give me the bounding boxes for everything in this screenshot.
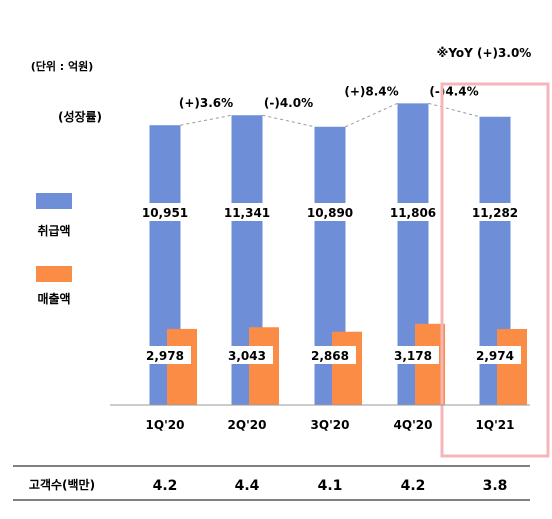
tick-label-3: 4Q'20	[394, 418, 433, 432]
legend-swatch-sales	[36, 266, 72, 282]
label-bg-sales-3	[387, 346, 439, 364]
bar-sales-1	[249, 327, 279, 405]
chart-marks: 10,951 2,978 1Q'20 4.2 11,341 3,043 2Q'20 4.4 10…	[137, 82, 550, 494]
value-label-handling-0: 10,951	[142, 206, 188, 220]
legend-label-handling: 취급액	[37, 223, 70, 238]
legend-label-sales: 매출액	[37, 291, 70, 306]
label-bg-handling-2	[302, 203, 358, 221]
unit-note: (단위 : 억원)	[31, 59, 94, 73]
growth-label-bg-3	[425, 83, 483, 100]
bar-sales-2	[332, 331, 362, 405]
bar-sales-3	[415, 323, 445, 405]
growth-label-bg-0	[177, 95, 235, 112]
growth-label-0: (+)3.6%	[179, 96, 233, 110]
customer-value-3: 4.2	[401, 478, 426, 494]
growth-connector-3	[428, 102, 480, 118]
label-bg-handling-0	[137, 203, 193, 221]
legend: 취급액 매출액	[36, 193, 72, 306]
tick-label-0: 1Q'20	[146, 418, 185, 432]
value-label-handling-2: 10,890	[307, 206, 353, 220]
growth-label-2: (+)8.4%	[344, 84, 398, 98]
value-label-sales-4: 2,974	[476, 349, 514, 363]
growth-connector-2	[345, 102, 398, 128]
customer-row-label: 고객수(백만)	[29, 477, 95, 492]
value-label-handling-3: 11,806	[390, 206, 436, 220]
yoy-note: ※YoY (+)3.0%	[437, 46, 532, 60]
customer-value-2: 4.1	[318, 478, 343, 494]
customer-value-4: 3.8	[483, 478, 508, 494]
growth-label-1: (-)4.0%	[264, 96, 313, 110]
growth-connector-1	[262, 114, 315, 128]
growth-label-3: (-)4.4%	[429, 84, 478, 98]
label-bg-sales-1	[221, 346, 273, 364]
value-label-sales-2: 2,868	[311, 349, 349, 363]
customer-value-1: 4.4	[235, 478, 260, 494]
growth-label-bg-1	[259, 95, 318, 112]
tick-label-4: 1Q'21	[476, 418, 515, 432]
label-bg-handling-1	[219, 203, 275, 221]
legend-swatch-handling	[36, 193, 72, 209]
label-bg-handling-3	[385, 203, 441, 221]
value-label-sales-3: 3,178	[394, 349, 432, 363]
bar-sales-4	[497, 329, 527, 405]
label-bg-sales-0	[139, 346, 191, 364]
label-bg-handling-4	[467, 203, 523, 221]
value-label-sales-1: 3,043	[228, 349, 266, 363]
value-label-handling-1: 11,341	[224, 206, 270, 220]
label-bg-sales-2	[304, 346, 356, 364]
growth-connector-0	[180, 114, 232, 126]
growth-heading: (성장률)	[58, 110, 102, 124]
label-bg-sales-4	[469, 346, 521, 364]
customer-value-0: 4.2	[153, 478, 178, 494]
highlight-box	[440, 82, 550, 458]
value-label-sales-0: 2,978	[146, 349, 184, 363]
growth-label-bg-2	[342, 83, 401, 100]
bar-sales-0	[167, 328, 197, 405]
tick-label-2: 3Q'20	[311, 418, 350, 432]
tick-label-1: 2Q'20	[228, 418, 267, 432]
value-label-handling-4: 11,282	[472, 206, 518, 220]
